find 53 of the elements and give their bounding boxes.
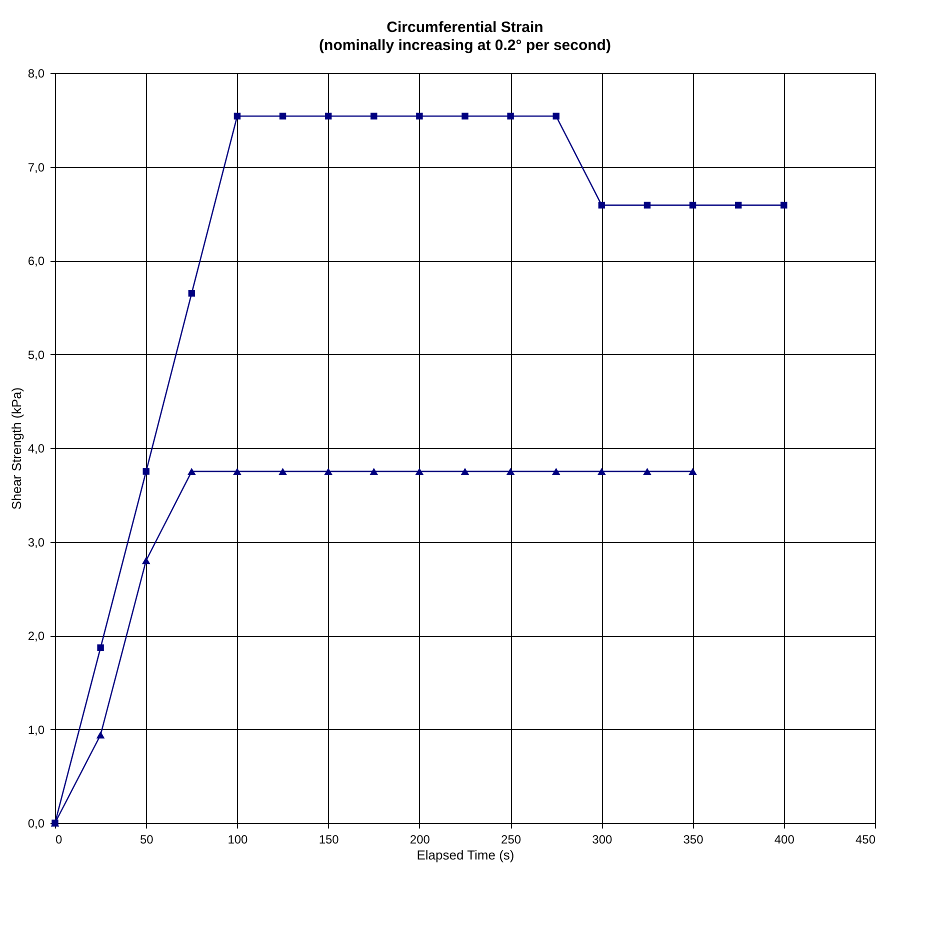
point <box>142 556 150 564</box>
y-tick-label: 3,0 <box>28 535 45 550</box>
point <box>187 468 196 476</box>
x-tick-label: 350 <box>683 832 704 846</box>
x-tick-label: 100 <box>228 832 248 846</box>
point <box>460 468 470 476</box>
point <box>552 468 560 476</box>
y-tick-label: 6,0 <box>28 254 45 268</box>
y-tick-label: 8,0 <box>28 66 45 80</box>
y-tick-label: 7,0 <box>28 160 45 174</box>
chart-subtitle: (nominally increasing at 0.2° per second) <box>319 37 611 54</box>
y-tick-label: 5,0 <box>28 348 45 362</box>
point <box>416 112 423 120</box>
point <box>644 202 651 209</box>
point <box>688 468 697 476</box>
x-tick-label: 200 <box>410 832 430 846</box>
point <box>324 468 333 476</box>
point <box>324 112 332 120</box>
y-tick-label: 4,0 <box>28 442 45 456</box>
x-tick-label: 450 <box>855 832 876 846</box>
point <box>188 290 196 297</box>
y-tick-label: 2,0 <box>28 629 45 643</box>
point <box>462 112 468 120</box>
x-tick-label: 300 <box>592 832 612 846</box>
point <box>370 112 378 120</box>
point <box>552 112 560 120</box>
point <box>279 112 286 120</box>
point <box>370 468 378 476</box>
point <box>96 731 105 738</box>
x-tick-label: 400 <box>774 832 795 846</box>
x-tick-label: 250 <box>501 832 522 846</box>
point <box>780 202 788 209</box>
point <box>278 468 287 476</box>
x-tick-label: 50 <box>140 832 154 846</box>
chart-title: Circumferential Strain <box>386 19 544 36</box>
point <box>234 112 241 120</box>
point <box>97 644 104 652</box>
point <box>142 468 150 475</box>
point <box>597 468 606 476</box>
x-tick-label: 150 <box>318 832 340 846</box>
point <box>598 202 606 209</box>
y-axis-title: Shear Strength (kPa) <box>8 387 24 510</box>
point <box>689 202 696 209</box>
x-axis-title: Elapsed Time (s) <box>416 848 514 862</box>
point <box>506 468 515 476</box>
x-tick-label: 0 <box>56 832 62 846</box>
point <box>415 468 424 476</box>
y-tick-label: 1,0 <box>28 722 45 737</box>
point <box>233 468 242 476</box>
point <box>643 468 652 476</box>
y-tick-label: 0,0 <box>28 816 45 830</box>
point <box>507 112 514 120</box>
point <box>734 202 742 209</box>
